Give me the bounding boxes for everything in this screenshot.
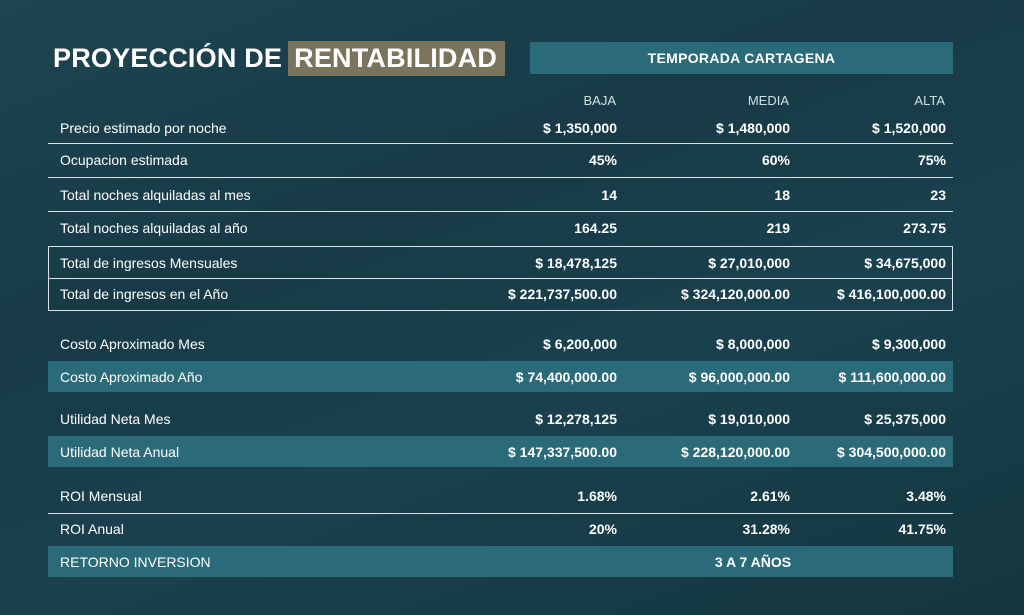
row-label: Total de ingresos Mensuales bbox=[60, 255, 238, 271]
cell-baja: $ 221,737,500.00 bbox=[508, 286, 617, 302]
table-row: Costo Aproximado Mes $ 6,200,000 $ 8,000… bbox=[48, 327, 953, 360]
cell-alta: $ 25,375,000 bbox=[864, 411, 946, 427]
cell-alta: 41.75% bbox=[898, 521, 946, 537]
table-row-boxed: Total de ingresos Mensuales $ 18,478,125… bbox=[48, 246, 953, 279]
row-label: Costo Aproximado Mes bbox=[60, 336, 205, 352]
season-banner: TEMPORADA CARTAGENA bbox=[530, 42, 953, 74]
cell-baja: $ 147,337,500.00 bbox=[508, 444, 617, 460]
row-label: ROI Anual bbox=[60, 521, 124, 537]
table-row-highlight: Utilidad Neta Anual $ 147,337,500.00 $ 2… bbox=[48, 436, 953, 467]
cell-media: 31.28% bbox=[742, 521, 790, 537]
table-row: ROI Mensual 1.68% 2.61% 3.48% bbox=[48, 480, 953, 514]
cell-media: 60% bbox=[761, 152, 790, 168]
cell-media: $ 19,010,000 bbox=[708, 411, 790, 427]
cell-alta: $ 304,500,000.00 bbox=[837, 444, 946, 460]
row-label: Utilidad Neta Mes bbox=[60, 411, 171, 427]
col-header-baja: BAJA bbox=[583, 93, 616, 108]
page-title: PROYECCIÓN DE RENTABILIDAD bbox=[53, 40, 506, 76]
return-row: RETORNO INVERSION 3 A 7 AÑOS bbox=[48, 546, 953, 577]
row-label: Costo Aproximado Año bbox=[60, 369, 203, 385]
table-row: Total noches alquiladas al mes 14 18 23 bbox=[48, 178, 953, 212]
row-label: ROI Mensual bbox=[60, 488, 142, 504]
cell-media: 18 bbox=[774, 187, 790, 203]
cell-media: $ 8,000,000 bbox=[716, 336, 790, 352]
row-label: Total noches alquiladas al año bbox=[60, 220, 248, 236]
row-label: Utilidad Neta Anual bbox=[60, 444, 180, 460]
col-header-alta: ALTA bbox=[914, 93, 945, 108]
cell-media: $ 324,120,000.00 bbox=[681, 286, 790, 302]
column-headers: BAJA MEDIA ALTA bbox=[0, 93, 1024, 111]
return-label: RETORNO INVERSION bbox=[60, 554, 211, 570]
row-label: Total noches alquiladas al mes bbox=[60, 187, 251, 203]
cell-baja: $ 1,350,000 bbox=[543, 120, 617, 136]
cell-media: $ 27,010,000 bbox=[708, 255, 790, 271]
cell-media: $ 96,000,000.00 bbox=[688, 369, 790, 385]
table-row: Utilidad Neta Mes $ 12,278,125 $ 19,010,… bbox=[48, 403, 953, 435]
cell-baja: $ 6,200,000 bbox=[543, 336, 617, 352]
title-part-1: PROYECCIÓN DE bbox=[53, 42, 283, 73]
cell-alta: $ 416,100,000.00 bbox=[837, 286, 946, 302]
cell-media: 2.61% bbox=[750, 488, 790, 504]
cell-media: $ 228,120,000.00 bbox=[681, 444, 790, 460]
cell-media: 219 bbox=[766, 220, 790, 236]
cell-baja: 14 bbox=[601, 187, 617, 203]
table-row: Total noches alquiladas al año 164.25 21… bbox=[48, 212, 953, 244]
cell-baja: $ 18,478,125 bbox=[535, 255, 617, 271]
cell-baja: 20% bbox=[588, 521, 617, 537]
cell-baja: $ 74,400,000.00 bbox=[515, 369, 617, 385]
row-label: Precio estimado por noche bbox=[60, 120, 227, 136]
table-row: Ocupacion estimada 45% 60% 75% bbox=[48, 144, 953, 178]
row-label: Ocupacion estimada bbox=[60, 152, 188, 168]
col-header-media: MEDIA bbox=[747, 93, 789, 108]
cell-alta: $ 111,600,000.00 bbox=[838, 369, 946, 385]
cell-baja: 164.25 bbox=[574, 220, 617, 236]
cell-alta: $ 34,675,000 bbox=[864, 255, 946, 271]
cell-media: $ 1,480,000 bbox=[716, 120, 790, 136]
cell-alta: $ 1,520,000 bbox=[872, 120, 946, 136]
cell-baja: 45% bbox=[588, 152, 617, 168]
cell-alta: $ 9,300,000 bbox=[872, 336, 946, 352]
row-label: Total de ingresos en el Año bbox=[60, 286, 229, 302]
title-part-2-highlight: RENTABILIDAD bbox=[288, 40, 506, 76]
table-row-highlight: Costo Aproximado Año $ 74,400,000.00 $ 9… bbox=[48, 361, 953, 392]
cell-alta: 3.48% bbox=[906, 488, 946, 504]
table-row-boxed: Total de ingresos en el Año $ 221,737,50… bbox=[48, 279, 953, 311]
return-value: 3 A 7 AÑOS bbox=[714, 554, 792, 570]
cell-baja: 1.68% bbox=[577, 488, 617, 504]
cell-alta: 273.75 bbox=[903, 220, 946, 236]
table-row: Precio estimado por noche $ 1,350,000 $ … bbox=[48, 111, 953, 144]
cell-alta: 23 bbox=[930, 187, 946, 203]
cell-alta: 75% bbox=[917, 152, 946, 168]
cell-baja: $ 12,278,125 bbox=[535, 411, 617, 427]
table-row: ROI Anual 20% 31.28% 41.75% bbox=[48, 514, 953, 546]
